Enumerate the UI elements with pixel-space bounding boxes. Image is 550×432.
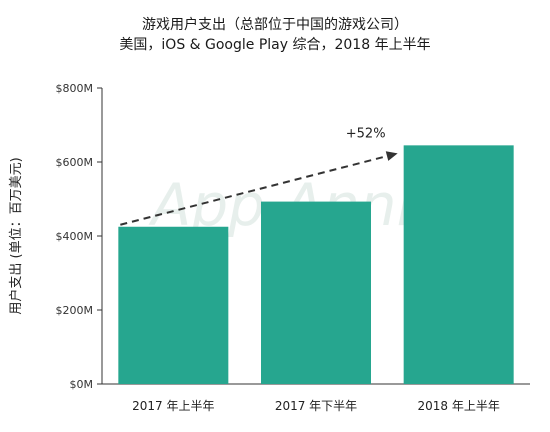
- y-tick-label: $200M: [56, 304, 94, 317]
- growth-arrow-head: [385, 151, 398, 161]
- x-tick-label: 2018 年上半年: [417, 399, 499, 413]
- y-tick-label: $600M: [56, 156, 94, 169]
- bar: [261, 201, 371, 384]
- x-tick-label: 2017 年上半年: [132, 399, 214, 413]
- bar: [118, 226, 229, 384]
- y-tick-label: $800M: [56, 82, 94, 95]
- y-tick-label: $400M: [56, 230, 94, 243]
- y-axis-label: 用户支出 (单位：百万美元): [8, 157, 24, 314]
- chart-subtitle: 美国，iOS & Google Play 综合，2018 年上半年: [119, 37, 431, 53]
- growth-annotation-label: +52%: [346, 126, 386, 141]
- chart-title: 游戏用户支出（总部位于中国的游戏公司）: [142, 17, 408, 33]
- bar: [403, 145, 514, 384]
- x-tick-label: 2017 年下半年: [275, 399, 357, 413]
- y-tick-label: $0M: [70, 378, 94, 391]
